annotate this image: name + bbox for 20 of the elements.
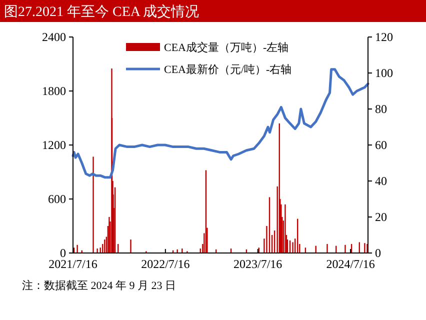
y-tick-label: 0: [60, 246, 66, 260]
x-tick-label: 2024/7/16: [326, 257, 375, 271]
text: 注：数据截至 2024 年 9 月 23 日: [22, 279, 176, 292]
y2-tick-label: 100: [375, 66, 393, 80]
y2-tick-label: 40: [375, 174, 387, 188]
y-tick-label: 1200: [42, 138, 66, 152]
x-tick-label: 2023/7/16: [234, 257, 282, 271]
legend-label: CEA最新价（元/吨）-右轴: [164, 63, 292, 76]
y-tick-label: 600: [48, 192, 66, 206]
y2-tick-label: 120: [375, 30, 393, 44]
chart-title: 图27.2021 年至今 CEA 成交情况: [4, 4, 200, 20]
x-tick-label: 2021/7/16: [48, 257, 98, 271]
y2-tick-label: 0: [375, 246, 381, 260]
x-tick-label: 2022/7/16: [141, 257, 190, 271]
y2-tick-label: 80: [375, 102, 387, 116]
legend-label: CEA成交量（万吨）-左轴: [164, 41, 289, 54]
y2-tick-label: 20: [375, 210, 387, 224]
y2-tick-label: 60: [375, 138, 387, 152]
y-tick-label: 1800: [42, 84, 66, 98]
y-tick-label: 2400: [42, 30, 66, 44]
